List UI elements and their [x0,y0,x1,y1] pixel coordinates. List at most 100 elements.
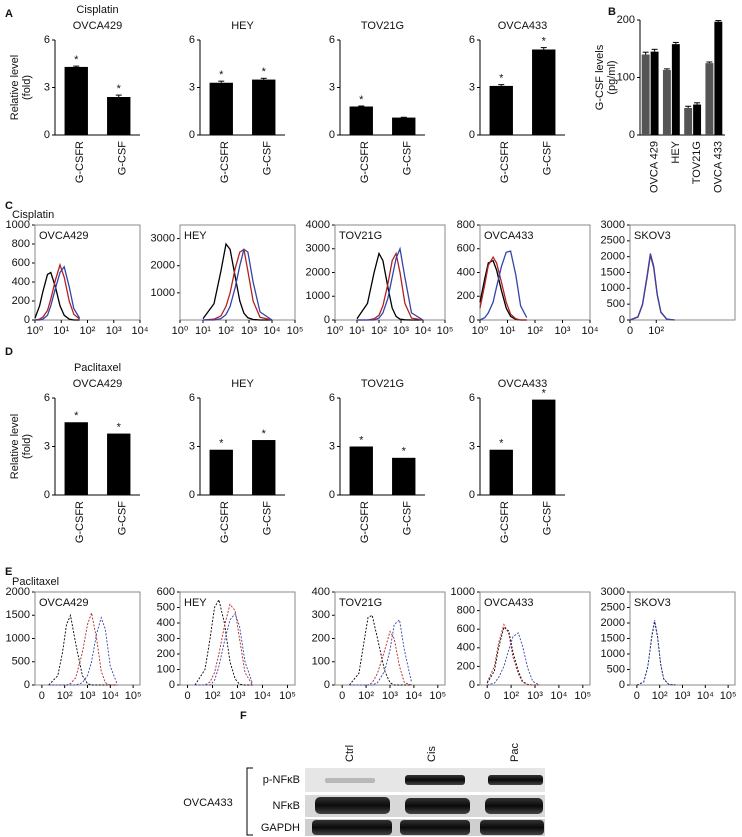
histogram-curve [629,253,675,321]
x-tick-label: G-CSF [402,501,414,536]
x-tick-label: 10² [80,325,96,337]
y-tick-label: 3000 [601,219,625,231]
histogram-curve [194,598,253,686]
x-tick-label: 0 [39,690,45,702]
bar [64,422,88,495]
bar [641,54,650,135]
x-tick-label: 10¹ [349,325,365,337]
y-tick-label: 1000 [601,648,625,660]
y-tick-label: 0 [619,314,625,326]
histogram-curve [195,603,253,686]
bar [392,117,416,135]
y-tick-label: 0 [469,314,475,326]
y-tick-label: 800 [457,605,475,617]
significance-star: * [117,83,122,95]
histogram-curve [479,250,528,321]
y-tick-label: 1500 [601,632,625,644]
y-tick-label: 6 [469,34,475,46]
y-axis-label: (pg/ml) [606,60,618,94]
y-tick-label: 2500 [601,235,625,247]
lane-label: Cis [426,746,438,762]
x-tick-label: 10³ [555,325,571,337]
bar [392,457,416,495]
y-tick-label: 0 [329,129,335,141]
y-tick-label: 0 [324,679,330,691]
lane-label: Pac [509,743,521,762]
x-tick-label: 10³ [106,325,122,337]
y-tick-label: 0 [469,129,475,141]
y-tick-label: 0 [24,679,30,691]
x-tick-label: 0 [484,690,490,702]
histogram-curve [629,254,675,321]
y-tick-label: 6 [469,392,475,404]
histogram-curve [349,614,412,686]
plot-frame [179,224,296,321]
y-tick-label: 6 [44,34,50,46]
panel-letter: A [5,8,13,20]
panel-letter: C [5,200,13,212]
x-tick-label: 10⁰ [172,325,189,337]
x-tick-label: 10³ [80,690,96,702]
x-tick-label: G-CSF [262,501,274,536]
x-tick-label: 10¹ [500,325,516,337]
x-tick-label: G-CSFR [219,141,231,183]
blot-band [325,778,375,783]
histogram-curve [48,611,118,686]
bracket [246,767,253,836]
y-tick-label: 3000 [151,232,175,244]
x-tick-label: TOV21G [691,141,703,184]
y-tick-label: 2500 [601,601,625,613]
x-tick-label: 10² [218,325,234,337]
bar [349,106,373,135]
y-tick-label: 0 [469,489,475,501]
x-tick-label: 10³ [527,690,543,702]
row-label: NFκB [273,800,301,812]
x-tick-label: 10⁵ [429,690,446,702]
histogram-curve [356,251,423,321]
y-tick-label: 6 [189,392,195,404]
plot-frame [629,224,736,321]
chart-title: SKOV3 [634,230,671,242]
x-tick-label: G-CSFR [74,501,86,543]
x-tick-label: G-CSFR [359,141,371,183]
chart-title: HEY [231,20,254,32]
western-blot: F Ctrl Cis Pac p-NFκB NFκB GAPDH OVCA433 [183,710,545,836]
x-tick-label: 10³ [382,690,398,702]
x-tick-label: G-CSF [117,141,129,176]
x-tick-label: HEY [670,140,682,163]
x-tick-label: 10² [358,690,374,702]
y-tick-label: 3 [469,81,475,93]
y-tick-label: 3000 [601,586,625,598]
x-tick-label: 10² [57,690,73,702]
significance-star: * [74,54,79,66]
bar [705,63,714,135]
y-tick-label: 800 [457,219,475,231]
bar [209,449,233,495]
significance-star: * [219,69,224,81]
x-tick-label: 10⁰ [327,325,344,337]
y-axis-label: Relative level [9,55,21,120]
bar [107,433,131,495]
y-tick-label: 600 [457,623,475,635]
y-tick-label: 2000 [306,266,330,278]
y-tick-label: 400 [312,586,330,598]
y-axis-label: (fold) [21,434,33,459]
y-tick-label: 3 [44,440,50,452]
panel-letter: B [608,6,616,18]
y-tick-label: 400 [12,276,30,288]
x-tick-label: 0 [184,690,190,702]
significance-star: * [542,36,547,48]
chart-title: HEY [184,230,207,242]
x-tick-label: 10⁵ [574,690,591,702]
histogram-curve [486,626,540,686]
histogram-curve [479,255,527,321]
y-tick-label: 0 [169,679,175,691]
significance-star: * [74,410,79,422]
significance-star: * [359,434,364,446]
blot-band [315,797,390,814]
y-tick-label: 6 [329,34,335,46]
histogram-curve [357,251,424,321]
x-tick-label: 10⁴ [405,690,422,702]
x-tick-label: OVCA 429 [649,141,661,193]
y-tick-label: 200 [457,660,475,672]
